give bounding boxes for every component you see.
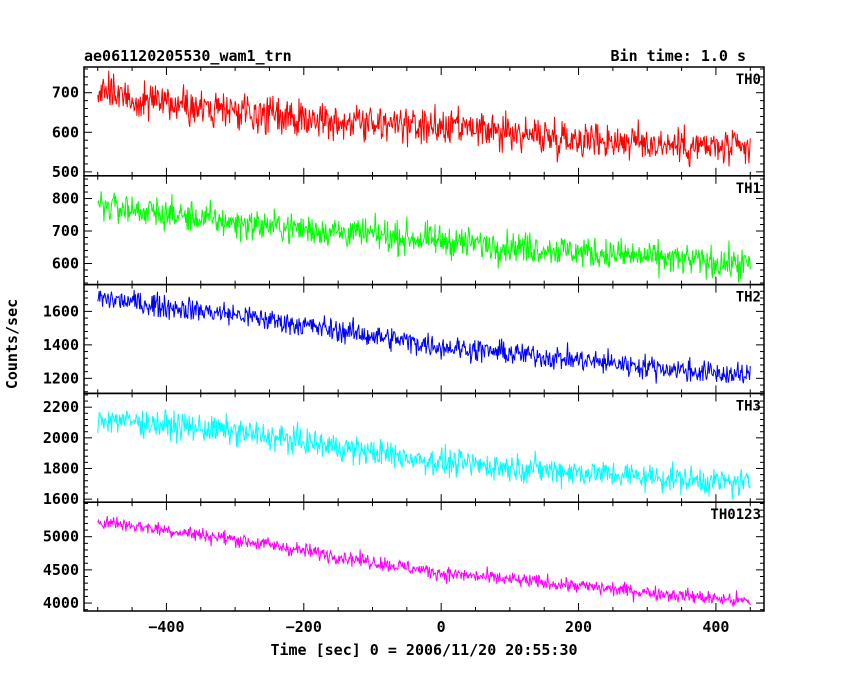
x-tick-label: −400 [148, 618, 184, 636]
series-line-th0123 [97, 515, 751, 607]
x-tick-label: 400 [702, 618, 729, 636]
y-tick-label-th3: 1600 [43, 490, 79, 508]
y-tick-label-th0: 600 [52, 123, 79, 141]
series-line-th3 [97, 409, 751, 500]
panel-label-th0123: TH0123 [710, 507, 761, 523]
x-tick-label: 0 [437, 618, 446, 636]
x-tick-label: −200 [286, 618, 322, 636]
y-tick-label-th2: 1400 [43, 336, 79, 354]
x-tick-label: 200 [565, 618, 592, 636]
x-axis-title: Time [sec] 0 = 2006/11/20 20:55:30 [270, 641, 577, 659]
y-tick-label-th3: 2200 [43, 398, 79, 416]
panel-label-th1: TH1 [736, 181, 761, 197]
y-tick-label-th0: 700 [52, 84, 79, 102]
panel-label-th3: TH3 [736, 398, 761, 414]
y-tick-label-th3: 2000 [43, 429, 79, 447]
series-line-th0 [97, 70, 751, 168]
y-tick-label-th0123: 5000 [43, 528, 79, 546]
panel-frame-th1 [83, 175, 765, 286]
plot-header-left: ae061120205530_wam1_trn [84, 47, 292, 65]
panel-stack: TH0 500 600 700 TH1 600 700 800 TH2 1200 1400 1600 T… [43, 66, 765, 636]
y-tick-label-th1: 800 [52, 190, 79, 208]
y-tick-label-th0123: 4000 [43, 594, 79, 612]
y-tick-label-th3: 1800 [43, 459, 79, 477]
plot-header-right: Bin time: 1.0 s [611, 47, 746, 65]
panel-label-th2: TH2 [736, 290, 761, 306]
y-tick-label-th0123: 4500 [43, 561, 79, 579]
y-tick-label-th1: 700 [52, 222, 79, 240]
y-tick-label-th0: 500 [52, 163, 79, 181]
series-line-th2 [97, 289, 751, 384]
series-line-th1 [97, 191, 751, 283]
y-tick-label-th2: 1200 [43, 369, 79, 387]
y-axis-title: Counts/sec [3, 299, 21, 389]
y-tick-label-th2: 1600 [43, 302, 79, 320]
y-tick-label-th1: 600 [52, 254, 79, 272]
panel-label-th0: TH0 [736, 72, 761, 88]
